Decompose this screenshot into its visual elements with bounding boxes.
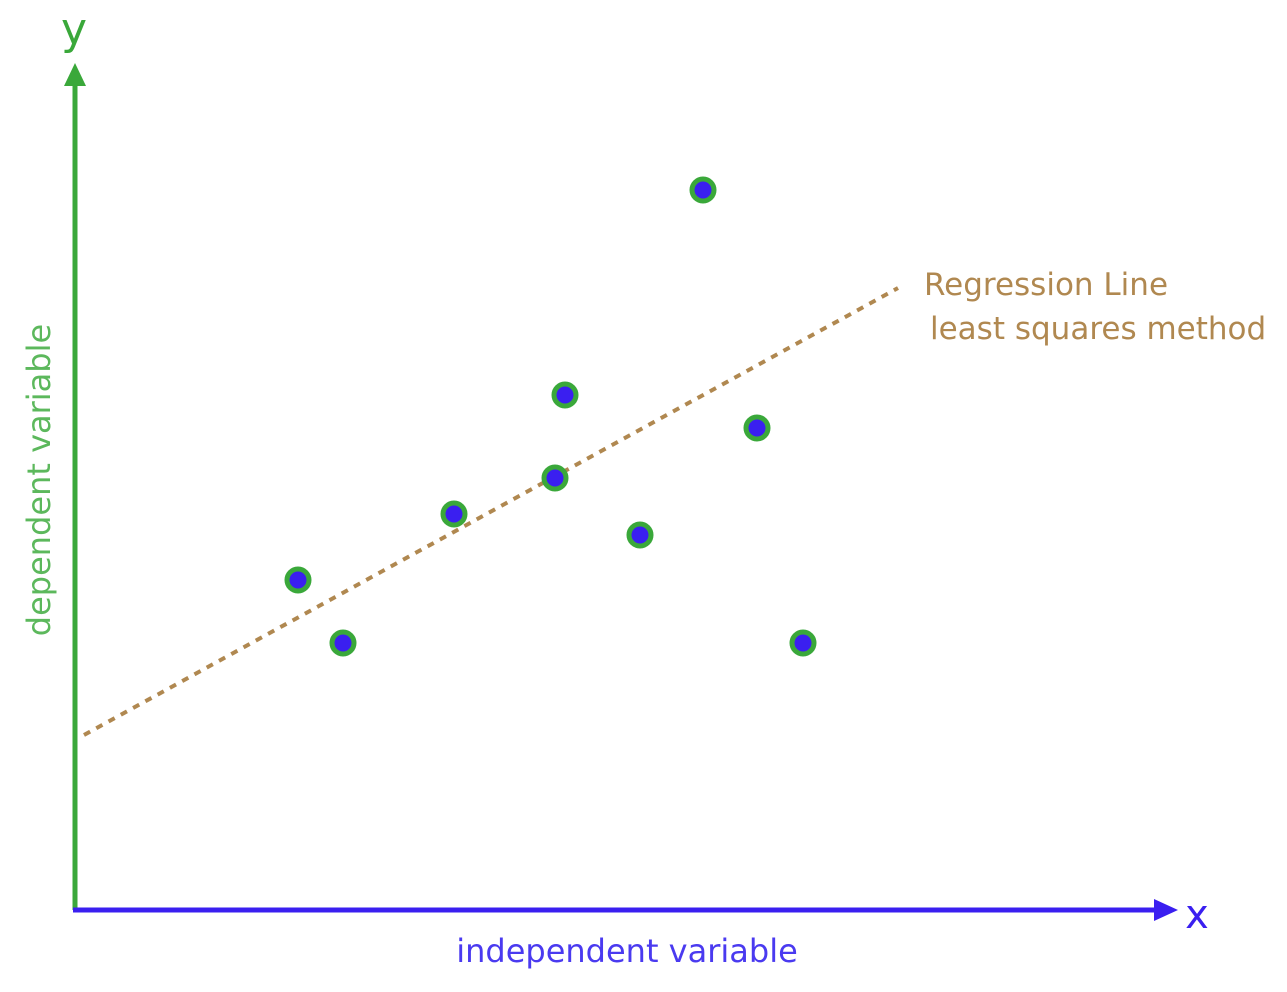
y-axis-letter: y (61, 4, 87, 55)
data-point-icon (743, 414, 771, 442)
data-points (284, 176, 817, 657)
x-axis-letter: x (1185, 892, 1209, 938)
x-axis-label: independent variable (456, 932, 798, 970)
data-point-icon (689, 176, 717, 204)
data-point-icon (440, 500, 468, 528)
data-point-icon (284, 566, 312, 594)
data-point-icon (329, 629, 357, 657)
y-axis-arrowhead (64, 63, 86, 86)
x-axis-arrowhead (1154, 899, 1178, 921)
regression-label-title: Regression Line (924, 267, 1168, 303)
data-point-icon (789, 629, 817, 657)
y-axis-label: dependent variable (20, 324, 58, 636)
regression-label-method: least squares method (930, 311, 1266, 347)
data-point-icon (551, 381, 579, 409)
data-point-icon (541, 464, 569, 492)
data-point-icon (626, 521, 654, 549)
regression-line (83, 286, 899, 737)
